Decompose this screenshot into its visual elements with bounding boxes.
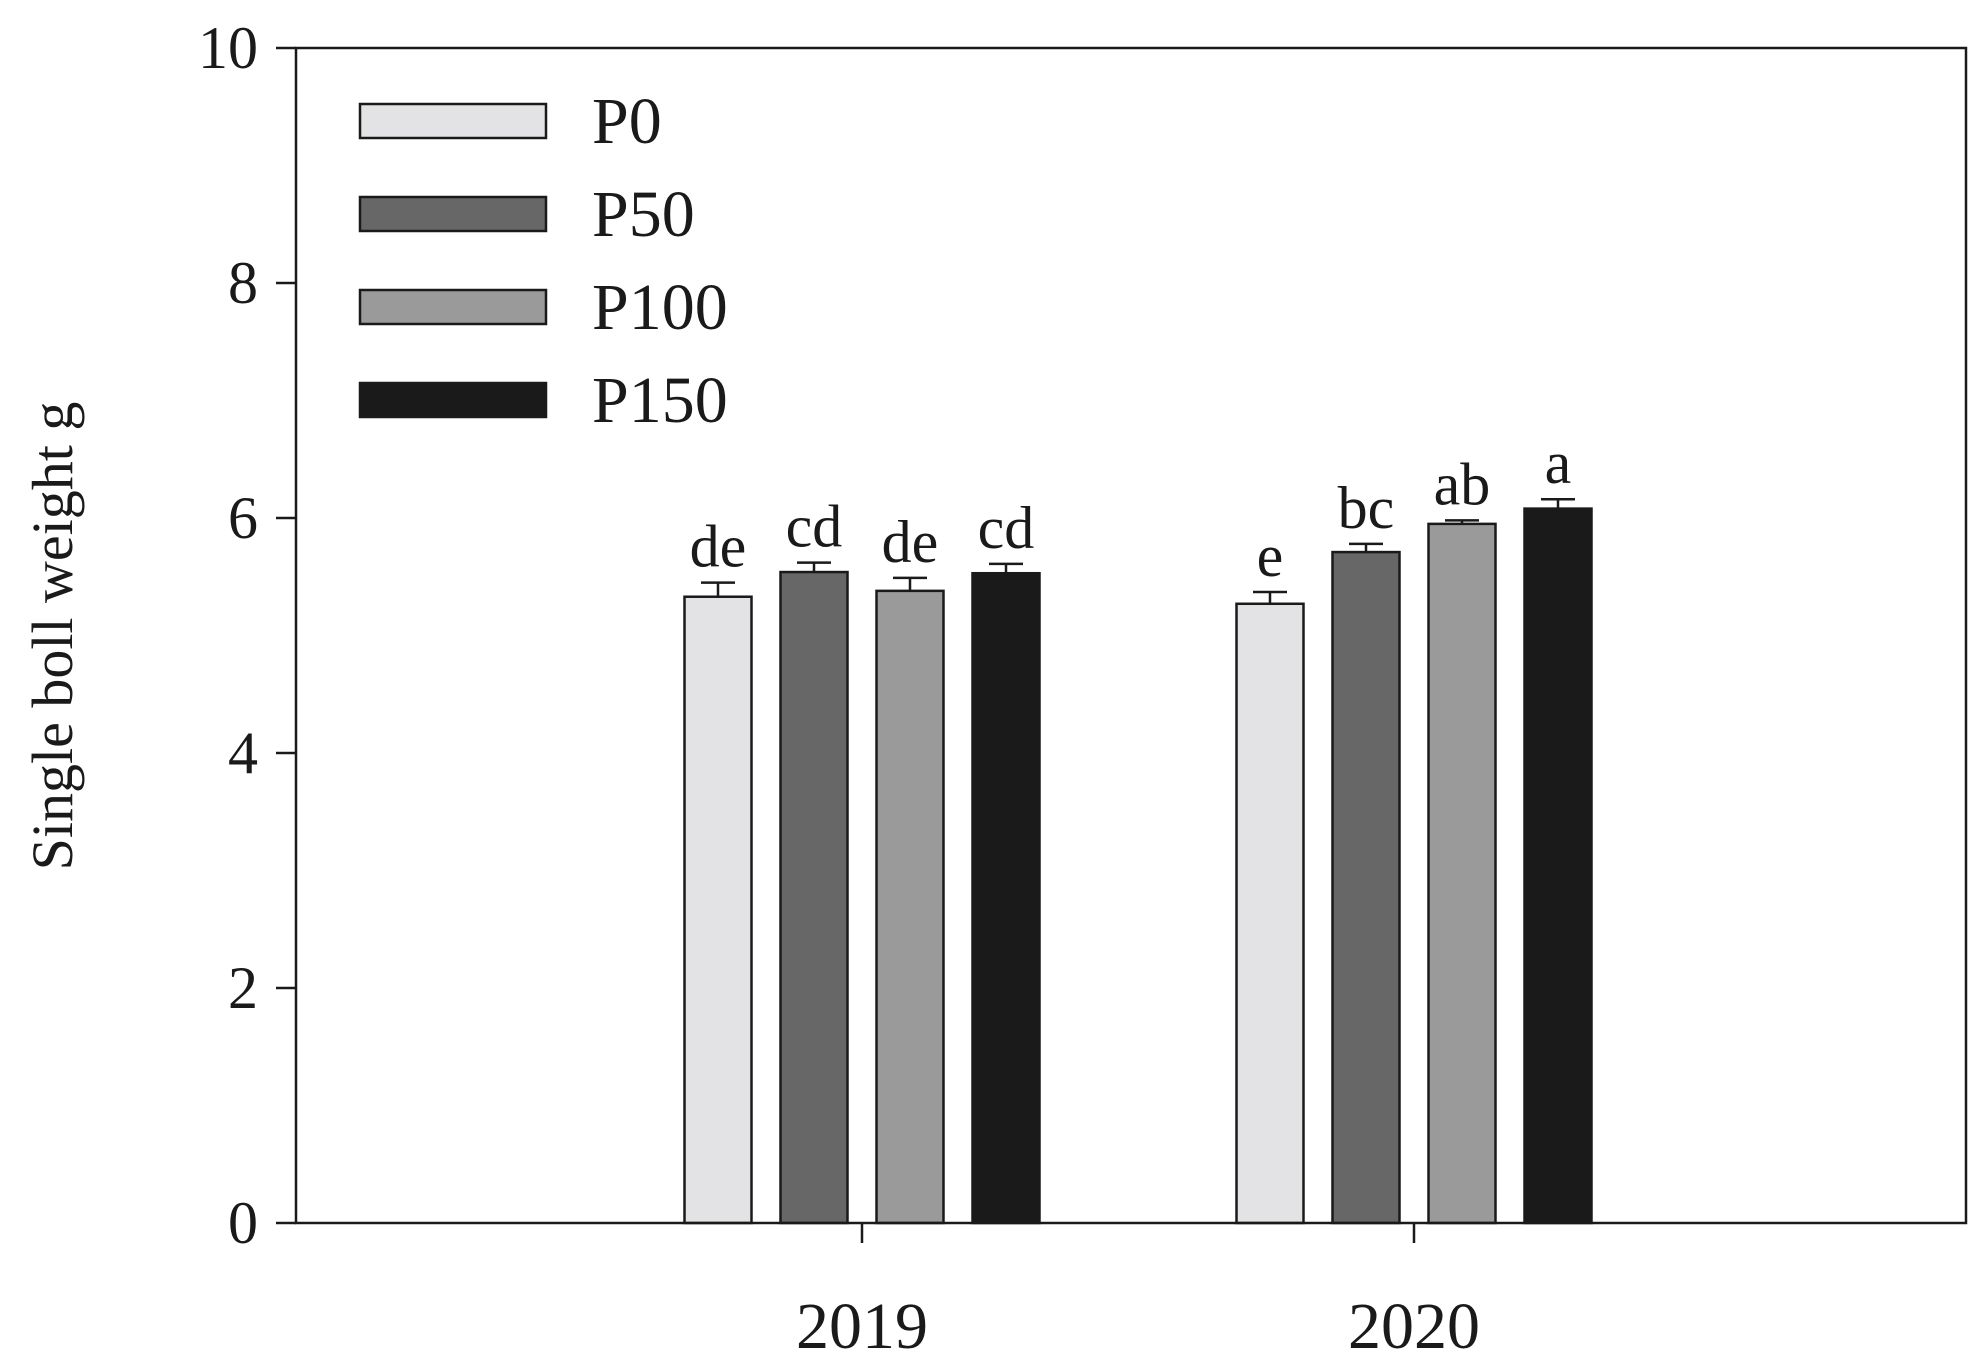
legend-label: P150 <box>592 364 728 437</box>
error-bar-p100-2020 <box>1445 519 1479 524</box>
error-bar-p0-2020 <box>1253 590 1287 604</box>
y-tick-label: 2 <box>228 955 258 1021</box>
error-bar-p50-2020 <box>1349 542 1383 553</box>
significance-letter-p100-2019: de <box>882 509 939 575</box>
bar-p50-2020 <box>1331 550 1401 1225</box>
y-axis: 0 2 4 6 8 10 <box>198 15 296 1256</box>
bar-p150-2019 <box>971 571 1041 1225</box>
error-bars-layer <box>701 497 1575 604</box>
x-axis: 2019 2020 <box>796 1223 1480 1363</box>
error-bar-p150-2019 <box>989 562 1023 574</box>
legend-label: P100 <box>592 271 728 344</box>
y-tick-label: 10 <box>198 15 258 81</box>
significance-letter-p150-2020: a <box>1545 430 1572 496</box>
bar-p0-2020 <box>1235 602 1305 1225</box>
y-tick-label: 8 <box>228 250 258 316</box>
bar-p100-2020 <box>1427 522 1497 1225</box>
x-tick-label-2020: 2020 <box>1348 1290 1480 1363</box>
significance-letter-p100-2020: ab <box>1434 451 1491 517</box>
legend-label: P50 <box>592 178 695 251</box>
y-tick-label: 0 <box>228 1190 258 1256</box>
plot-frame <box>294 46 1968 1225</box>
significance-letter-p0-2020: e <box>1257 523 1284 589</box>
error-bar-p150-2020 <box>1541 497 1575 509</box>
significance-letter-p0-2019: de <box>690 514 747 580</box>
error-bar-p0-2019 <box>701 581 735 597</box>
y-tick-label: 4 <box>228 720 258 786</box>
x-tick-label-2019: 2019 <box>796 1290 928 1363</box>
error-bar-p50-2019 <box>797 561 831 573</box>
legend-label: P0 <box>592 85 662 158</box>
bar-p50-2019 <box>779 570 849 1225</box>
legend-swatch <box>358 381 548 419</box>
significance-letter-p50-2020: bc <box>1338 475 1395 541</box>
bars-layer <box>683 507 1593 1225</box>
significance-letters-layer: de cd de cd ebc ab a <box>690 430 1572 589</box>
legend: P0 P50 P100 P150 <box>358 85 728 437</box>
legend-swatch <box>358 195 548 233</box>
y-axis-label: Single boll weight g <box>20 402 85 871</box>
legend-item-p150: P150 <box>358 364 728 437</box>
significance-letter-p150-2019: cd <box>978 495 1035 561</box>
y-tick-label: 6 <box>228 485 258 551</box>
legend-item-p50: P50 <box>358 178 695 251</box>
legend-swatch <box>358 102 548 140</box>
bar-p150-2020 <box>1523 507 1593 1225</box>
significance-letter-p50-2019: cd <box>786 494 843 560</box>
legend-item-p100: P100 <box>358 271 728 344</box>
legend-item-p0: P0 <box>358 85 662 158</box>
bar-p100-2019 <box>875 589 945 1225</box>
bar-p0-2019 <box>683 595 753 1225</box>
legend-swatch <box>358 288 548 326</box>
error-bar-p100-2019 <box>893 576 927 591</box>
